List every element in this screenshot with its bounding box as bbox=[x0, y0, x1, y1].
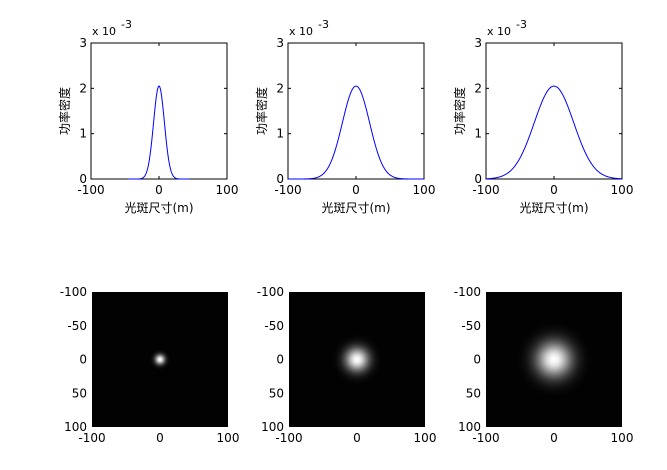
y-tick-label: 0 bbox=[79, 353, 87, 367]
y-tick-label: 50 bbox=[72, 386, 87, 400]
heatmap-spot bbox=[486, 292, 622, 427]
x-tick-label: 100 bbox=[414, 431, 437, 445]
x-tick-label: 100 bbox=[413, 183, 436, 197]
y-tick-label: 3 bbox=[276, 36, 284, 50]
y-tick-label: 50 bbox=[269, 386, 284, 400]
x-tick-label: 100 bbox=[216, 183, 239, 197]
x-tick-label: 0 bbox=[155, 183, 163, 197]
x-tick-label: 0 bbox=[352, 183, 360, 197]
x-axis-label: 光斑尺寸(m) bbox=[124, 201, 193, 215]
y-tick-label: -100 bbox=[60, 285, 87, 299]
x-tick-label: -100 bbox=[77, 183, 104, 197]
y-tick-label: 1 bbox=[276, 127, 284, 141]
y-exponent-label: x 10 bbox=[289, 25, 313, 38]
x-tick-label: -100 bbox=[472, 183, 499, 197]
y-tick-label: 50 bbox=[466, 386, 481, 400]
y-tick-label: 3 bbox=[474, 36, 482, 50]
x-tick-label: 0 bbox=[550, 183, 558, 197]
y-tick-label: 0 bbox=[276, 172, 284, 186]
plot-frame bbox=[287, 42, 425, 180]
y-tick-label: 100 bbox=[458, 420, 481, 434]
x-tick-label: 0 bbox=[156, 431, 164, 445]
y-tick-label: 1 bbox=[79, 127, 87, 141]
y-exponent-label: x 10 bbox=[487, 25, 511, 38]
y-tick-label: 0 bbox=[473, 353, 481, 367]
x-tick-label: -100 bbox=[472, 431, 499, 445]
y-axis-label: 功率密度 bbox=[254, 87, 269, 135]
y-tick-label: -100 bbox=[454, 285, 481, 299]
series-line bbox=[128, 85, 190, 180]
heatmap-spot bbox=[289, 292, 425, 427]
y-exponent: -3 bbox=[516, 18, 527, 31]
plot-frame bbox=[485, 42, 623, 180]
x-tick-label: -100 bbox=[275, 431, 302, 445]
y-tick-label: 2 bbox=[79, 81, 87, 95]
y-exponent: -3 bbox=[318, 18, 329, 31]
y-axis-label: 功率密度 bbox=[452, 87, 467, 135]
x-axis-label: 光斑尺寸(m) bbox=[321, 201, 390, 215]
plot-frame bbox=[90, 42, 228, 180]
x-axis-label: 光斑尺寸(m) bbox=[519, 201, 588, 215]
y-tick-label: 1 bbox=[474, 127, 482, 141]
x-tick-label: 100 bbox=[611, 431, 634, 445]
x-tick-label: -100 bbox=[274, 183, 301, 197]
y-tick-label: -50 bbox=[67, 319, 87, 333]
series-line bbox=[288, 85, 424, 180]
series-line bbox=[485, 85, 623, 180]
y-tick-label: 2 bbox=[474, 81, 482, 95]
y-tick-label: 3 bbox=[79, 36, 87, 50]
x-tick-label: -100 bbox=[78, 431, 105, 445]
y-tick-label: 0 bbox=[276, 353, 284, 367]
y-tick-label: -50 bbox=[461, 319, 481, 333]
x-tick-label: 100 bbox=[217, 431, 240, 445]
heatmap-spot bbox=[92, 292, 228, 427]
y-tick-label: 0 bbox=[79, 172, 87, 186]
x-tick-label: 0 bbox=[550, 431, 558, 445]
y-exponent-label: x 10 bbox=[92, 25, 116, 38]
y-exponent: -3 bbox=[121, 18, 132, 31]
y-tick-label: 100 bbox=[261, 420, 284, 434]
y-tick-label: 100 bbox=[64, 420, 87, 434]
x-tick-label: 100 bbox=[611, 183, 634, 197]
y-tick-label: -100 bbox=[257, 285, 284, 299]
y-tick-label: 0 bbox=[474, 172, 482, 186]
x-tick-label: 0 bbox=[353, 431, 361, 445]
y-tick-label: -50 bbox=[264, 319, 284, 333]
y-tick-label: 2 bbox=[276, 81, 284, 95]
y-axis-label: 功率密度 bbox=[57, 87, 72, 135]
